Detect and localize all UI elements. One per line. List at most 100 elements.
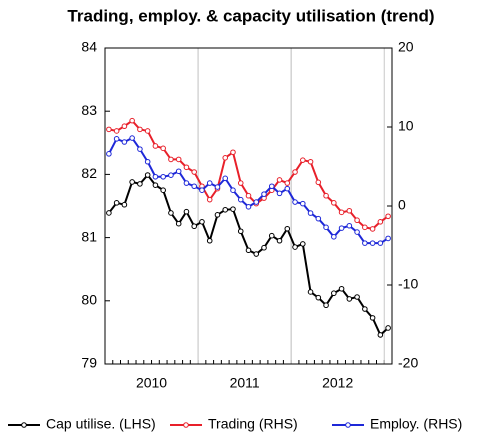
series-marker (331, 234, 337, 240)
series-marker (183, 208, 190, 215)
series-marker (237, 180, 244, 186)
series-marker (276, 190, 283, 197)
series-marker (299, 157, 306, 163)
series-marker (137, 146, 143, 152)
series-marker (129, 117, 135, 124)
legend-label: Employ. (RHS) (370, 416, 462, 432)
series-marker (152, 182, 159, 188)
series-line (108, 119, 389, 230)
series-marker (315, 179, 322, 186)
series-marker (113, 128, 120, 134)
series-marker (245, 247, 252, 254)
series-marker (175, 220, 182, 227)
series-marker (338, 225, 345, 231)
series-marker (106, 210, 112, 216)
series-marker (175, 168, 182, 175)
series-marker (385, 213, 391, 220)
series-marker (129, 135, 135, 141)
series-marker (237, 196, 244, 203)
series-marker (369, 226, 376, 232)
legend-marker (183, 422, 189, 428)
series-marker (315, 215, 322, 222)
y-tick-label: 84 (81, 39, 97, 55)
series-marker (121, 123, 128, 130)
series-marker (129, 179, 135, 185)
series-marker (230, 187, 236, 193)
series-marker (191, 169, 198, 175)
series-marker (354, 229, 360, 235)
series-marker (121, 201, 128, 208)
series-marker (168, 156, 174, 163)
series-marker (160, 173, 166, 180)
series-line (108, 173, 389, 337)
series-marker (137, 181, 143, 187)
series-marker (299, 241, 306, 247)
series-marker (299, 200, 306, 207)
chart-title: Trading, employ. & capacity utilisation … (67, 6, 434, 25)
series-marker (323, 224, 329, 231)
series-marker (175, 156, 182, 163)
series-marker (362, 306, 368, 312)
series-marker (144, 128, 151, 134)
y2-tick-label: 20 (398, 39, 414, 55)
series-marker (346, 222, 353, 229)
y2-tick-label: -20 (398, 355, 418, 371)
series-marker (253, 251, 260, 257)
series-marker (276, 237, 283, 244)
series-marker (362, 240, 368, 246)
series-marker (183, 164, 190, 171)
y-tick-label: 83 (81, 102, 97, 118)
series-marker (292, 169, 298, 175)
series-marker (354, 217, 360, 224)
series-marker (206, 180, 213, 186)
series-marker (362, 224, 368, 231)
series-marker (253, 199, 260, 205)
series-marker (268, 183, 275, 190)
series-marker (369, 240, 376, 246)
series-marker (338, 209, 345, 216)
series-marker (214, 212, 221, 218)
series-marker (160, 145, 166, 152)
series-marker (152, 143, 159, 149)
series-marker (292, 244, 298, 250)
series-marker (214, 184, 221, 190)
series-marker (261, 191, 267, 197)
series-marker (206, 237, 213, 244)
series-marker (315, 294, 322, 301)
series-marker (113, 136, 120, 142)
series-marker (284, 185, 291, 192)
series-marker (284, 225, 291, 232)
series-marker (160, 187, 166, 193)
series-marker (346, 207, 353, 214)
series-marker (338, 285, 345, 292)
series-marker (284, 180, 291, 186)
series-marker (183, 180, 190, 186)
series-marker (191, 183, 198, 190)
series-marker (245, 203, 252, 210)
series-marker (137, 126, 143, 133)
series-marker (292, 199, 298, 205)
series-marker (354, 294, 360, 300)
series-marker (191, 223, 198, 230)
series-marker (307, 289, 314, 295)
series-marker (237, 228, 244, 235)
y2-tick-label: -10 (398, 276, 418, 292)
series-marker (377, 240, 384, 246)
series-marker (222, 155, 229, 161)
series-marker (230, 149, 236, 156)
y2-tick-label: 10 (398, 118, 414, 134)
series-marker (106, 126, 112, 133)
y2-tick-label: 0 (398, 197, 406, 213)
series-marker (323, 302, 329, 309)
series-marker (106, 151, 112, 157)
x-tick-label: 2012 (322, 375, 353, 391)
series-marker (276, 177, 283, 183)
series-marker (261, 244, 267, 251)
series-marker (268, 232, 275, 239)
series-marker (144, 158, 151, 165)
series-marker (346, 296, 353, 302)
series-marker (245, 192, 252, 199)
series-marker (377, 332, 384, 338)
series-marker (144, 172, 151, 178)
